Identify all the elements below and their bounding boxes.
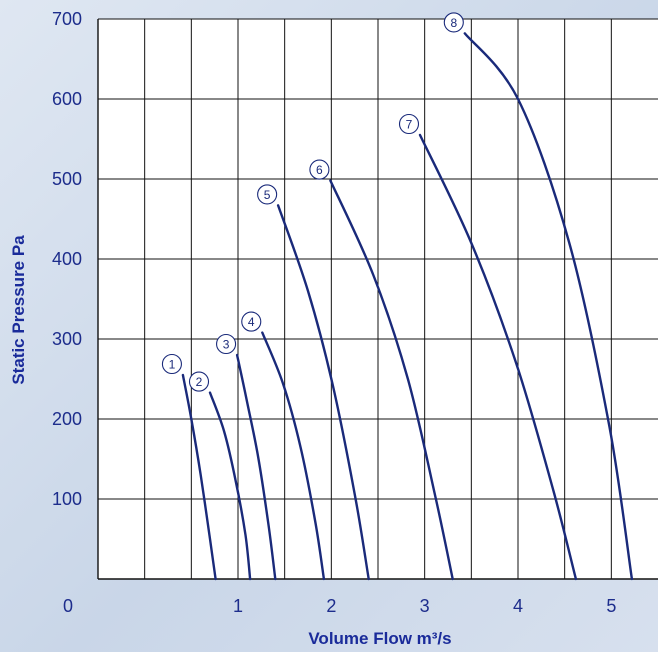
curve-2: [208, 391, 252, 581]
curve-label-6: 6: [309, 159, 330, 180]
curve-1: [181, 373, 217, 581]
curve-label-2: 2: [188, 371, 210, 392]
origin-label: 0: [63, 596, 73, 616]
curve-label-circle: [398, 113, 420, 135]
curve-label-3: 3: [216, 333, 237, 355]
curve-label-circle: [309, 159, 330, 180]
curve-label-text: 6: [316, 163, 323, 177]
tick-labels: 0 1 2 3 4 5 100 200 300 400 500 600 700: [52, 9, 616, 616]
curve-5: [276, 204, 370, 581]
curve-label-1: 1: [161, 353, 182, 375]
y-tick-label: 500: [52, 169, 82, 189]
curve-label-8: 8: [443, 12, 464, 33]
curve-label-text: 5: [264, 188, 271, 202]
x-tick-label: 3: [420, 596, 430, 616]
curve-7: [418, 133, 578, 581]
curve-6: [329, 179, 454, 581]
y-tick-label: 600: [52, 89, 82, 109]
curve-label-5: 5: [257, 184, 278, 205]
y-tick-label: 300: [52, 329, 82, 349]
curve-label-circle: [161, 353, 182, 375]
y-tick-label: 100: [52, 489, 82, 509]
y-tick-label: 200: [52, 409, 82, 429]
fan-curves: [181, 32, 634, 581]
curve-label-circle: [257, 184, 278, 205]
x-tick-label: 5: [606, 596, 616, 616]
y-tick-label: 400: [52, 249, 82, 269]
curve-labels: 1 2 3 4 5 6 7 8: [161, 12, 464, 392]
x-tick-label: 2: [326, 596, 336, 616]
curve-label-circle: [443, 12, 464, 33]
curve-label-circle: [241, 311, 262, 332]
curve-label-circle: [216, 333, 237, 355]
curve-label-text: 1: [169, 358, 176, 372]
curve-label-text: 4: [248, 315, 255, 329]
x-tick-label: 1: [233, 596, 243, 616]
y-tick-label: 700: [52, 9, 82, 29]
curve-label-text: 7: [406, 118, 413, 132]
curve-label-text: 8: [450, 16, 457, 30]
curve-label-circle: [188, 371, 210, 392]
curve-3: [235, 353, 277, 581]
curve-8: [463, 32, 634, 581]
curve-label-text: 3: [223, 338, 230, 352]
curve-label-7: 7: [398, 113, 420, 135]
curve-label-text: 2: [196, 375, 203, 389]
x-tick-label: 4: [513, 596, 523, 616]
y-axis-title: Static Pressure Pa: [9, 235, 28, 385]
curve-label-4: 4: [241, 311, 262, 332]
x-axis-title: Volume Flow m³/s: [308, 629, 451, 648]
curve-4: [261, 331, 326, 581]
grid-lines: [97, 18, 658, 580]
